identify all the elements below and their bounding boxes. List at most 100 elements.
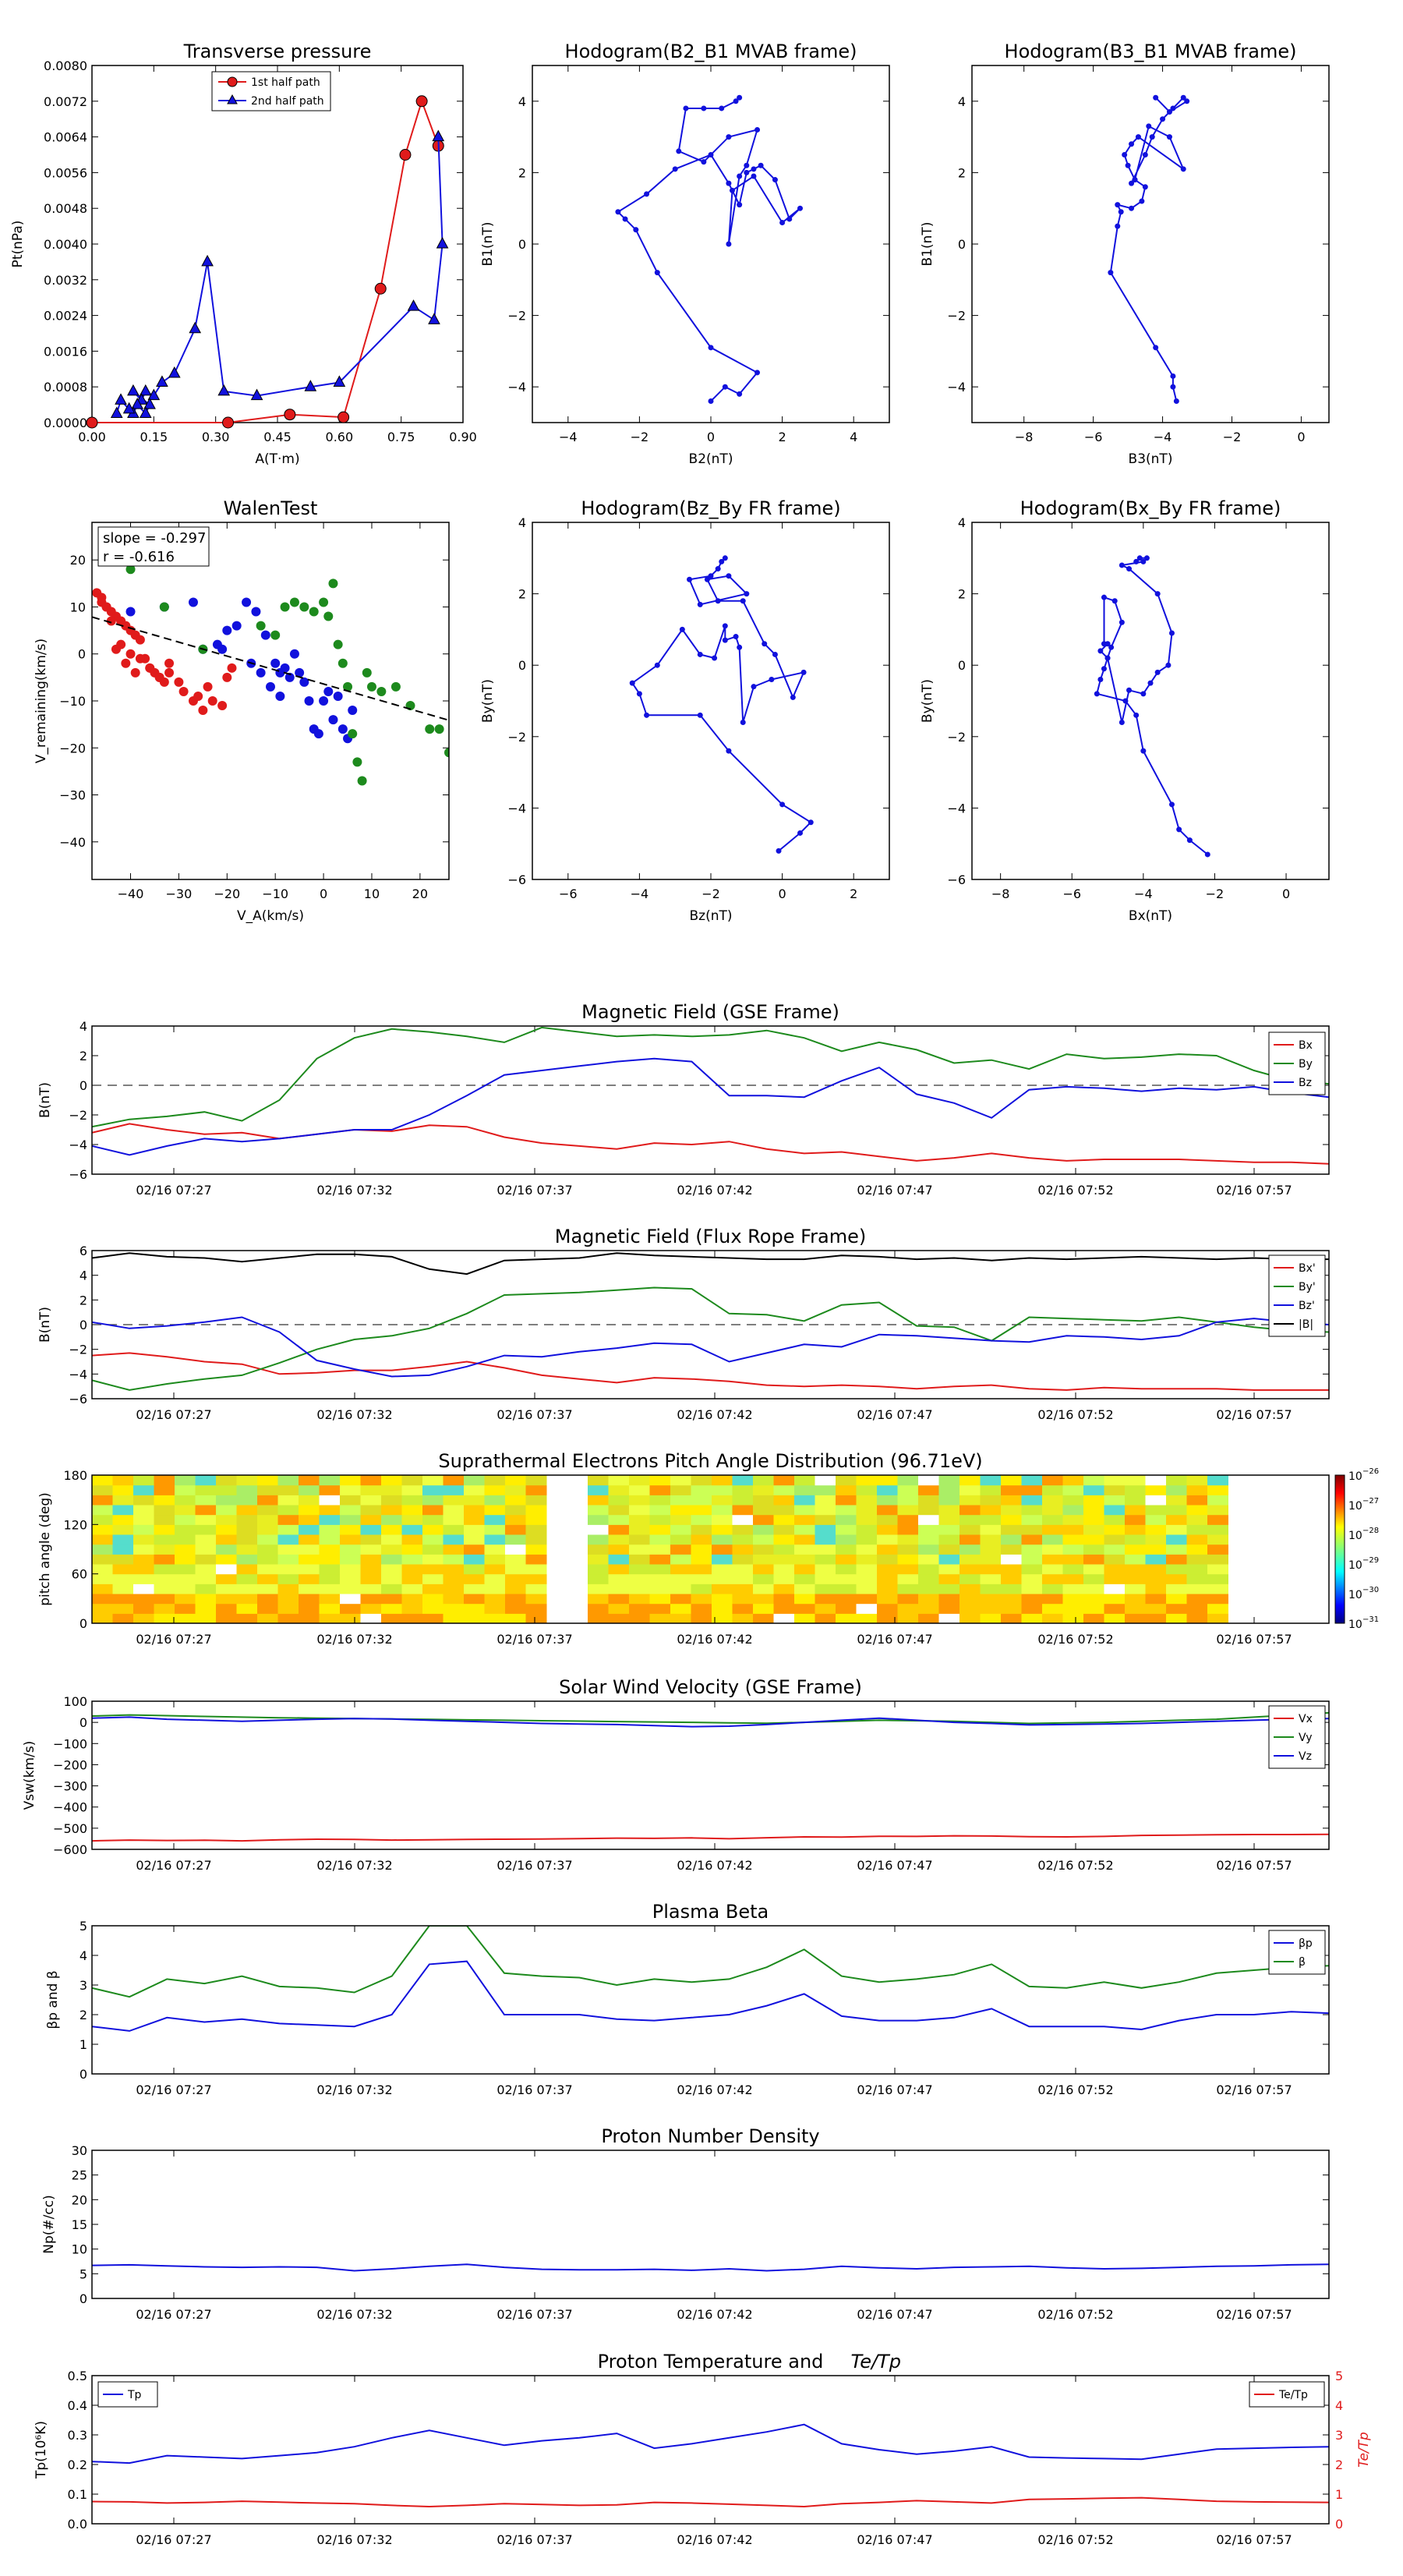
chart-title: Magnetic Field (Flux Rope Frame) [555, 1226, 866, 1247]
x-tick-label: −2 [631, 430, 649, 444]
heatmap-cell [1207, 1514, 1228, 1525]
y2-tick-label: 4 [1335, 2398, 1343, 2413]
data-point [1129, 205, 1135, 211]
data-point [125, 607, 136, 617]
data-point [436, 236, 449, 249]
y-tick-label: 10 [72, 2242, 87, 2257]
heatmap-cell [794, 1475, 815, 1486]
data-point [1140, 691, 1147, 697]
heatmap-cell [1145, 1564, 1167, 1575]
heatmap-cell [1042, 1475, 1063, 1486]
heatmap-cell [649, 1544, 671, 1555]
data-point [733, 98, 739, 104]
data-point [715, 566, 721, 572]
heatmap-cell [216, 1554, 237, 1565]
y-axis-label: B(nT) [37, 1082, 53, 1118]
x-tick-label: 02/16 07:27 [136, 1632, 211, 1647]
heatmap-cell [753, 1505, 774, 1516]
heatmap-cell [1001, 1505, 1022, 1516]
y-tick-label: 4 [80, 1948, 87, 1963]
x-axis-label: B2(nT) [689, 451, 733, 467]
heatmap-cell [299, 1475, 320, 1486]
heatmap-cell [236, 1495, 258, 1506]
heatmap-cell [92, 1554, 113, 1565]
heatmap-cell [505, 1524, 526, 1535]
heatmap-cell [443, 1475, 465, 1486]
data-point [719, 105, 725, 111]
heatmap-cell [670, 1564, 691, 1575]
x-tick-label: 02/16 07:42 [677, 2082, 752, 2097]
legend: 1st half path 2nd half path [211, 71, 331, 111]
data-point [726, 573, 732, 579]
heatmap-cell [877, 1524, 898, 1535]
data-point [1126, 566, 1133, 572]
heatmap-cell [175, 1514, 196, 1525]
heatmap-cell [670, 1475, 691, 1486]
x-tick-label: 02/16 07:47 [857, 1858, 932, 1873]
y-axis-label: βp and β [45, 1970, 61, 2029]
heatmap-cell [1042, 1613, 1063, 1624]
heatmap-cell [1104, 1514, 1126, 1525]
series-line [92, 1711, 1329, 1725]
heatmap-cell [732, 1475, 754, 1486]
heatmap-cell [794, 1573, 815, 1584]
heatmap-cell [1145, 1514, 1167, 1525]
heatmap-cell [856, 1544, 878, 1555]
colorbar-label: 10 [1348, 1589, 1362, 1601]
y-axis-label: Pt(nPa) [10, 221, 26, 268]
heatmap-cell [175, 1603, 196, 1614]
data-point [444, 748, 449, 758]
heatmap-cell [794, 1534, 815, 1545]
heatmap-cell [691, 1573, 712, 1584]
data-point [295, 667, 305, 678]
heatmap-cell [897, 1544, 919, 1555]
series-line [92, 1926, 1329, 1998]
heatmap-cell [732, 1544, 754, 1555]
hodogram-b3b1-panel: Hodogram(B3_B1 MVAB frame) −4 −2 0 2 4 −8 −6 −4 −… [920, 41, 1330, 467]
heatmap-cell [443, 1564, 465, 1575]
heatmap-cell [980, 1524, 1002, 1535]
heatmap-cell [588, 1564, 609, 1575]
heatmap-cell [236, 1505, 258, 1516]
heatmap-cell [1062, 1495, 1084, 1506]
heatmap-cell [608, 1505, 630, 1516]
heatmap-cell [836, 1544, 857, 1555]
heatmap-cell [1207, 1495, 1228, 1506]
heatmap-cell [1125, 1524, 1146, 1535]
heatmap-cell [1062, 1594, 1084, 1605]
heatmap-cell [938, 1475, 960, 1486]
heatmap-cell [112, 1505, 134, 1516]
heatmap-cell [299, 1495, 320, 1506]
heatmap-cell [1186, 1573, 1208, 1584]
heatmap-cell [959, 1514, 981, 1525]
x-tick-label: −20 [214, 886, 240, 901]
data-point [737, 173, 743, 179]
data-point [722, 555, 728, 561]
heatmap-cell [670, 1484, 691, 1495]
heatmap-cell [216, 1564, 237, 1575]
heatmap-cell [401, 1514, 423, 1525]
heatmap-cell [608, 1554, 630, 1565]
heatmap-cell [712, 1564, 733, 1575]
heatmap-cell [92, 1583, 113, 1594]
heatmap-cell [959, 1603, 981, 1614]
heatmap-cell [340, 1524, 361, 1535]
data-point [683, 105, 689, 111]
plot-frame [971, 65, 1330, 423]
chart-title: Hodogram(Bz_By FR frame) [581, 497, 840, 519]
data-point [719, 558, 725, 564]
data-point [1133, 712, 1140, 718]
y-tick-label: 0 [518, 658, 526, 673]
heatmap-cell [1083, 1514, 1104, 1525]
heatmap-cell [1145, 1475, 1167, 1486]
heatmap-cell [773, 1594, 795, 1605]
heatmap-cell [525, 1554, 547, 1565]
data-point [328, 715, 338, 725]
heatmap-cell [712, 1594, 733, 1605]
data-point [701, 159, 707, 165]
heatmap-cell [175, 1583, 196, 1594]
heatmap-cell [897, 1505, 919, 1516]
heatmap-cell [277, 1603, 299, 1614]
pressure-line [115, 136, 444, 416]
heatmap-cell [1104, 1534, 1126, 1545]
